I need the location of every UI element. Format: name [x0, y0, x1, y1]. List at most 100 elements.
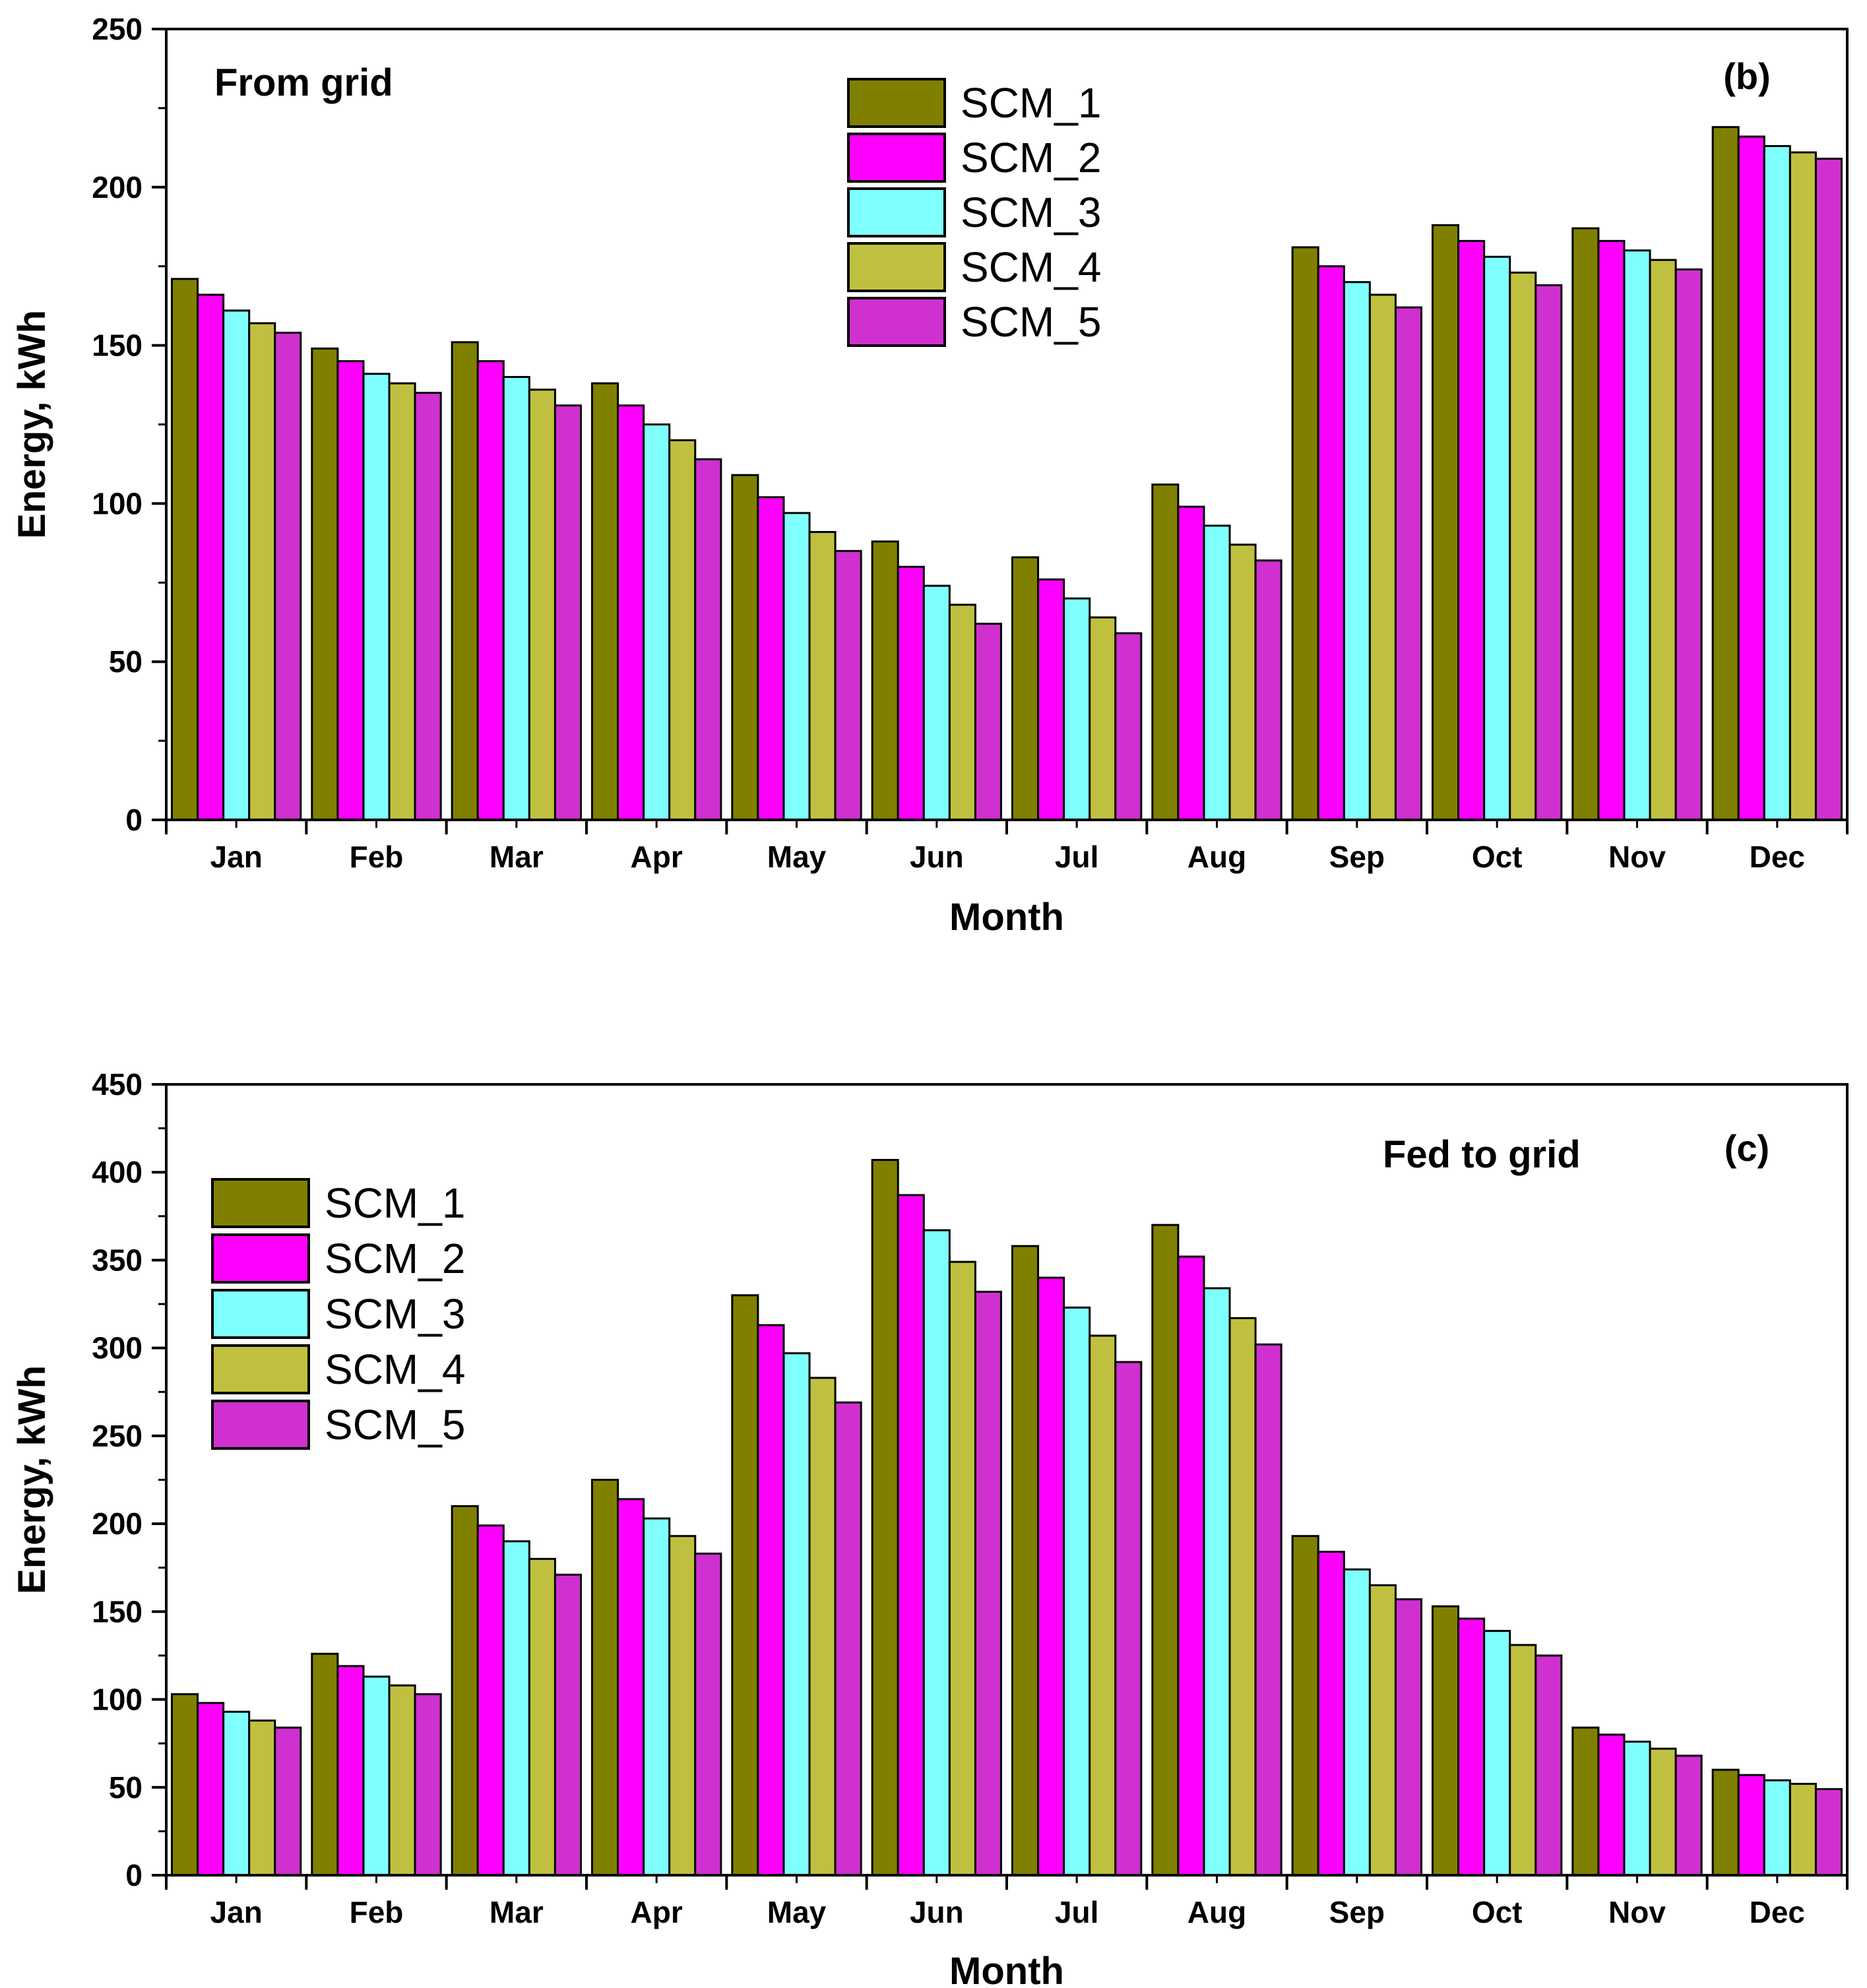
bar-scm5-jan — [274, 1726, 302, 1877]
x-tick-label-feb: Feb — [350, 840, 404, 874]
y-axis-title: Energy, kWh — [11, 310, 53, 539]
y-tick-label: 150 — [92, 328, 142, 363]
bar-scm2-feb — [336, 360, 365, 821]
bar-scm3-dec — [1763, 1779, 1791, 1877]
bar-scm1-apr — [590, 382, 619, 821]
bar-scm5-feb — [414, 1693, 442, 1877]
bar-scm3-jul — [1063, 1306, 1091, 1877]
bar-scm5-mar — [554, 1573, 583, 1877]
bar-scm5-jul — [1114, 1361, 1143, 1877]
legend-swatch-scm3 — [847, 187, 946, 237]
bar-scm4-feb — [388, 382, 416, 821]
x-tick-label-jul: Jul — [1055, 1895, 1098, 1929]
bar-scm3-jun — [922, 1229, 951, 1877]
y-tick-label: 100 — [92, 486, 142, 520]
bar-scm5-dec — [1814, 1787, 1843, 1877]
bar-scm2-sep — [1317, 1551, 1345, 1877]
legend-swatch-scm4 — [211, 1344, 310, 1394]
bar-scm1-sep — [1291, 246, 1319, 821]
bar-scm3-jun — [922, 584, 951, 821]
x-tick-label-oct: Oct — [1472, 840, 1523, 874]
bar-scm3-nov — [1623, 249, 1651, 821]
bar-scm2-jul — [1037, 1276, 1065, 1877]
bar-scm2-mar — [476, 360, 505, 821]
bar-scm2-may — [757, 1324, 785, 1877]
bar-scm4-nov — [1649, 1747, 1677, 1877]
chart-panel-1: 0 50 100 150 200 250 Jan Feb Mar Apr May Jun Jul Aug S… — [11, 12, 1849, 939]
legend-swatch-scm3 — [211, 1289, 310, 1339]
legend-label-scm4: SCM_4 — [961, 243, 1101, 291]
legend-label-scm5: SCM_5 — [325, 1401, 465, 1448]
x-tick-label-sep: Sep — [1329, 840, 1385, 874]
bar-scm5-feb — [414, 392, 442, 821]
bar-scm2-oct — [1457, 239, 1486, 821]
bar-scm2-apr — [617, 1498, 645, 1877]
bar-scm5-aug — [1254, 1343, 1282, 1877]
bar-scm4-dec — [1788, 151, 1817, 821]
chart-annotation: Fed to grid — [1383, 1133, 1581, 1176]
x-tick-label-feb: Feb — [350, 1895, 404, 1929]
bar-scm5-jun — [974, 623, 1003, 821]
x-tick-label-mar: Mar — [490, 1895, 544, 1929]
bar-scm1-nov — [1571, 227, 1600, 821]
bar-scm2-jan — [197, 294, 225, 821]
bar-scm5-mar — [554, 404, 583, 821]
bar-scm1-oct — [1431, 1605, 1460, 1877]
chart-panel-2: 0 50 100 150 200 250 300 350 400 450 Jan Feb Mar Apr M… — [11, 1067, 1849, 1988]
bar-scm3-apr — [643, 1517, 671, 1877]
legend-swatch-scm5 — [847, 297, 946, 347]
bar-scm2-dec — [1737, 135, 1765, 821]
legend-swatch-scm1 — [847, 78, 946, 128]
bar-scm4-aug — [1228, 544, 1257, 821]
bar-scm2-oct — [1457, 1617, 1486, 1877]
bar-scm1-feb — [311, 347, 339, 821]
bar-scm1-jul — [1011, 1245, 1040, 1877]
x-tick-label-may: May — [767, 1895, 827, 1929]
bar-scm2-aug — [1177, 505, 1205, 821]
legend-swatch-scm1 — [211, 1178, 310, 1228]
bar-scm1-may — [731, 1294, 759, 1877]
bar-scm4-jun — [948, 1260, 976, 1877]
x-tick-label-jun: Jun — [910, 840, 964, 874]
bar-scm4-feb — [388, 1684, 416, 1877]
bar-scm1-may — [731, 474, 759, 821]
chart-annotation: From grid — [214, 61, 393, 104]
bar-scm5-jun — [974, 1290, 1003, 1877]
bar-scm3-aug — [1203, 524, 1231, 821]
bar-scm4-jan — [248, 322, 276, 821]
bar-scm4-apr — [668, 1535, 697, 1877]
bar-scm3-mar — [502, 376, 530, 821]
y-tick-label: 200 — [92, 170, 142, 204]
bar-scm3-oct — [1483, 255, 1511, 821]
bar-scm5-aug — [1254, 559, 1282, 821]
bar-scm4-jul — [1089, 1334, 1117, 1877]
y-tick-label: 150 — [92, 1594, 142, 1629]
x-tick-label-jan: Jan — [210, 840, 263, 874]
bar-scm5-apr — [694, 458, 722, 821]
bar-scm3-oct — [1483, 1630, 1511, 1877]
bar-scm5-nov — [1674, 1755, 1703, 1877]
bar-scm4-may — [808, 531, 837, 821]
y-tick-label: 250 — [92, 12, 142, 46]
legend: SCM_1 SCM_2 SCM_3 SCM_4 SCM_5 — [211, 1178, 465, 1450]
x-tick-label-sep: Sep — [1329, 1895, 1385, 1929]
bar-scm4-sep — [1368, 294, 1397, 821]
bar-scm4-apr — [668, 439, 697, 821]
legend-label-scm2: SCM_2 — [961, 134, 1101, 181]
bar-scm3-nov — [1623, 1741, 1651, 1877]
legend-label-scm1: SCM_1 — [325, 1179, 465, 1227]
legend-swatch-scm4 — [847, 242, 946, 292]
bar-scm2-aug — [1177, 1255, 1205, 1877]
bar-scm4-mar — [528, 388, 556, 821]
bar-scm4-oct — [1509, 1644, 1537, 1877]
legend-label-scm1: SCM_1 — [961, 79, 1101, 127]
bar-scm2-feb — [336, 1665, 365, 1877]
x-tick-label-nov: Nov — [1608, 1895, 1666, 1929]
bar-scm1-feb — [311, 1652, 339, 1877]
bar-scm1-dec — [1711, 126, 1740, 821]
bar-scm3-may — [782, 1352, 811, 1877]
bar-scm1-dec — [1711, 1768, 1740, 1877]
bar-scm5-may — [834, 549, 862, 821]
bar-scm1-jun — [871, 1159, 899, 1877]
